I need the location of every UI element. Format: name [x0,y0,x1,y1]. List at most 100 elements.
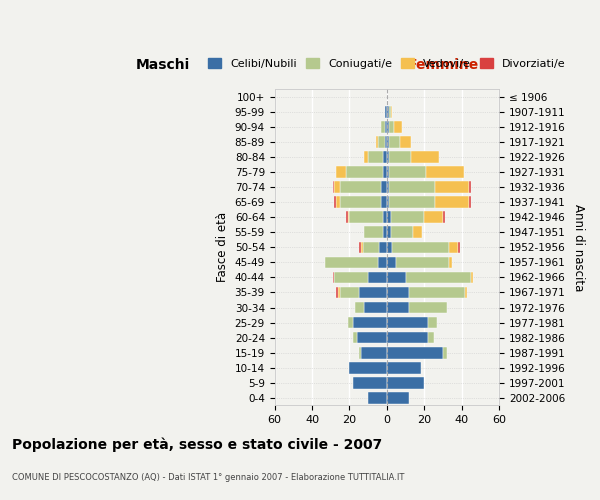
Bar [387,212,391,223]
Bar [391,106,392,118]
Bar [383,166,387,178]
Bar [387,332,428,344]
Text: Popolazione per età, sesso e stato civile - 2007: Popolazione per età, sesso e stato civil… [12,438,382,452]
Bar [436,182,469,193]
Bar [385,136,387,148]
Bar [377,136,385,148]
Bar [381,182,387,193]
Bar [361,242,362,254]
Bar [471,272,473,283]
Bar [389,152,411,163]
Bar [387,196,389,208]
Legend: Celibi/Nubili, Coniugati/e, Vedovi/e, Divorziati/e: Celibi/Nubili, Coniugati/e, Vedovi/e, Di… [203,54,570,74]
Bar [385,106,387,118]
Bar [387,242,392,254]
Bar [469,196,471,208]
Bar [387,377,424,388]
Text: Maschi: Maschi [135,58,190,72]
Bar [387,272,406,283]
Bar [449,242,458,254]
Bar [387,286,409,298]
Bar [334,272,368,283]
Bar [357,332,387,344]
Bar [381,121,385,133]
Bar [411,152,439,163]
Bar [353,332,357,344]
Bar [389,106,391,118]
Bar [391,226,413,238]
Bar [340,182,381,193]
Bar [385,121,387,133]
Bar [340,196,381,208]
Bar [387,226,391,238]
Text: Femmine: Femmine [407,58,479,72]
Bar [389,121,394,133]
Bar [349,212,383,223]
Bar [338,286,340,298]
Bar [364,226,383,238]
Bar [426,166,464,178]
Bar [389,136,400,148]
Bar [383,212,387,223]
Bar [387,136,389,148]
Bar [387,121,389,133]
Bar [400,136,411,148]
Bar [391,212,424,223]
Bar [332,182,334,193]
Bar [368,272,387,283]
Bar [413,226,422,238]
Bar [389,196,436,208]
Bar [424,212,443,223]
Bar [406,272,471,283]
Bar [389,182,436,193]
Bar [458,242,460,254]
Bar [381,196,387,208]
Bar [337,196,340,208]
Bar [392,242,449,254]
Bar [332,272,334,283]
Bar [387,166,389,178]
Bar [383,226,387,238]
Bar [347,212,349,223]
Bar [387,392,409,404]
Bar [368,152,383,163]
Bar [387,347,443,358]
Bar [353,316,387,328]
Bar [428,332,434,344]
Bar [337,286,338,298]
Bar [387,362,421,374]
Bar [443,212,445,223]
Bar [355,302,364,314]
Bar [346,212,347,223]
Bar [383,152,387,163]
Text: COMUNE DI PESCOCOSTANZO (AQ) - Dati ISTAT 1° gennaio 2007 - Elaborazione TUTTITA: COMUNE DI PESCOCOSTANZO (AQ) - Dati ISTA… [12,474,404,482]
Bar [368,392,387,404]
Bar [387,182,389,193]
Bar [377,256,387,268]
Bar [340,286,359,298]
Bar [379,242,387,254]
Bar [443,347,447,358]
Bar [409,302,447,314]
Bar [353,377,387,388]
Y-axis label: Anni di nascita: Anni di nascita [572,204,585,291]
Bar [359,347,361,358]
Bar [389,166,426,178]
Bar [428,316,437,328]
Bar [364,152,368,163]
Y-axis label: Fasce di età: Fasce di età [216,212,229,282]
Bar [359,286,387,298]
Bar [387,106,389,118]
Bar [396,256,449,268]
Bar [325,256,377,268]
Bar [349,362,387,374]
Bar [387,256,396,268]
Bar [466,286,467,298]
Bar [387,152,389,163]
Bar [346,166,383,178]
Bar [376,136,377,148]
Bar [334,182,340,193]
Bar [387,302,409,314]
Bar [364,302,387,314]
Bar [347,316,353,328]
